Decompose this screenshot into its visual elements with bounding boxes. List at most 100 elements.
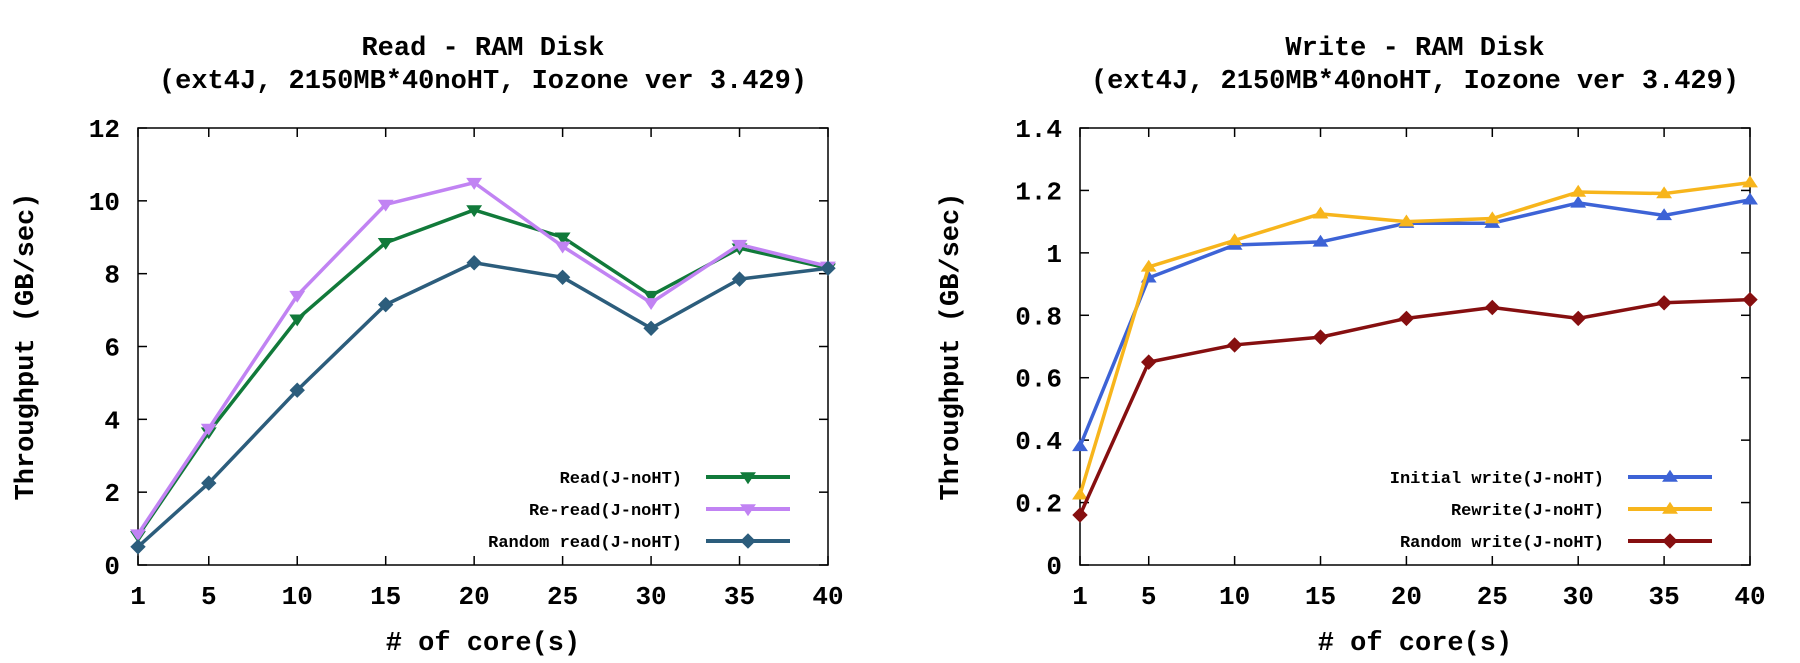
data-point xyxy=(466,177,483,190)
x-tick-label: 35 xyxy=(1648,582,1679,612)
y-tick-label: 0.8 xyxy=(1015,302,1062,332)
x-tick-label: 30 xyxy=(635,582,666,612)
data-point xyxy=(1141,354,1157,370)
data-point xyxy=(1570,310,1586,327)
data-point xyxy=(289,382,305,398)
series-1 xyxy=(130,205,836,544)
data-point xyxy=(1742,291,1758,308)
y-axis-label: Throughput (GB/sec) xyxy=(937,193,967,501)
legend-marker xyxy=(1662,469,1678,482)
data-point xyxy=(466,255,482,271)
y-tick-label: 0 xyxy=(104,552,120,582)
y-tick-label: 6 xyxy=(104,334,120,364)
legend-label: Initial write(J-noHT) xyxy=(1390,470,1604,489)
legend: Initial write(J-noHT) Rewrite(J-noHT) Rand… xyxy=(1390,469,1712,553)
plot-frame xyxy=(1079,127,1751,566)
data-point xyxy=(1072,487,1088,500)
y-tick-label: 0 xyxy=(1046,552,1062,582)
y-tick-label: 10 xyxy=(89,188,120,218)
y-tick-label: 0.4 xyxy=(1015,427,1062,457)
legend-label: Random write(J-noHT) xyxy=(1400,534,1604,553)
data-point xyxy=(643,290,660,303)
y-tick-label: 1 xyxy=(1046,240,1062,270)
x-tick-label: 1 xyxy=(130,582,146,612)
y-tick-label: 4 xyxy=(104,406,120,436)
y-axis-label: Throughput (GB/sec) xyxy=(12,193,42,501)
legend-label: Random read(J-noHT) xyxy=(488,534,682,553)
data-point xyxy=(377,296,394,313)
x-tick-label: 15 xyxy=(370,582,401,612)
data-point xyxy=(554,232,571,245)
data-point xyxy=(201,475,217,491)
data-point xyxy=(1484,211,1501,224)
x-tick-label: 20 xyxy=(459,582,490,612)
x-tick-label: 25 xyxy=(1477,582,1508,612)
chart-subtitle: (ext4J, 2150MB*40noHT, Iozone ver 3.429) xyxy=(1091,67,1739,97)
legend-marker xyxy=(1662,533,1678,549)
series-2 xyxy=(1072,175,1758,500)
data-point xyxy=(200,423,217,436)
series-line xyxy=(136,180,829,536)
legend-marker xyxy=(740,533,756,549)
y-tick-label: 2 xyxy=(104,479,120,509)
plot-frame xyxy=(137,127,829,566)
y-tick-label: 1.2 xyxy=(1015,177,1062,207)
x-tick-label: 35 xyxy=(724,582,755,612)
data-point xyxy=(643,298,660,311)
data-point xyxy=(1742,175,1758,188)
x-tick-label: 5 xyxy=(1141,582,1157,612)
chart-title: Read - RAM Disk xyxy=(361,34,604,64)
legend-marker xyxy=(740,504,756,517)
x-tick-label: 40 xyxy=(1734,582,1765,612)
data-point xyxy=(1312,234,1329,247)
x-tick-label: 10 xyxy=(282,582,313,612)
data-point xyxy=(554,241,571,254)
legend-marker xyxy=(740,472,756,485)
y-tick-label: 0.6 xyxy=(1015,365,1062,395)
series-line xyxy=(136,208,829,537)
data-point xyxy=(1656,208,1673,221)
x-tick-label: 1 xyxy=(1072,582,1088,612)
data-point xyxy=(1570,195,1587,208)
chart-subtitle: (ext4J, 2150MB*40noHT, Iozone ver 3.429) xyxy=(159,67,807,97)
data-point xyxy=(1226,233,1243,246)
series-2 xyxy=(130,177,836,542)
data-point xyxy=(1072,439,1088,452)
legend-label: Rewrite(J-noHT) xyxy=(1451,502,1604,521)
data-point xyxy=(1656,186,1673,199)
data-point xyxy=(731,271,748,287)
legend: Read(J-noHT) Re-read(J-noHT) Random read(J… xyxy=(488,470,790,553)
data-point xyxy=(130,539,146,555)
chart-1: Read - RAM Disk(ext4J, 2150MB*40noHT, Io… xyxy=(12,34,844,659)
data-point xyxy=(1484,299,1501,316)
y-tick-label: 1.4 xyxy=(1015,115,1062,145)
data-point xyxy=(1312,329,1329,345)
data-point xyxy=(1226,337,1243,353)
data-point xyxy=(130,529,146,542)
data-point xyxy=(731,239,748,252)
data-point xyxy=(1072,507,1088,523)
x-tick-label: 40 xyxy=(812,582,843,612)
x-axis-label: # of core(s) xyxy=(386,629,580,659)
data-point xyxy=(1570,184,1587,197)
legend-label: Read(J-noHT) xyxy=(560,470,682,489)
data-point xyxy=(1656,295,1672,311)
data-point xyxy=(1398,214,1415,227)
data-point xyxy=(554,269,571,286)
x-tick-label: 20 xyxy=(1391,582,1422,612)
legend-marker xyxy=(1662,501,1678,514)
y-tick-label: 12 xyxy=(89,115,120,145)
x-tick-label: 25 xyxy=(547,582,578,612)
data-point xyxy=(1140,259,1157,272)
series-1 xyxy=(1072,192,1758,452)
data-point xyxy=(643,320,659,336)
y-tick-label: 8 xyxy=(104,261,120,291)
x-tick-label: 30 xyxy=(1563,582,1594,612)
chart-2: Write - RAM Disk(ext4J, 2150MB*40noHT, I… xyxy=(937,34,1766,659)
x-axis-label: # of core(s) xyxy=(1318,629,1512,659)
series-3 xyxy=(130,255,836,555)
series-line xyxy=(136,260,829,549)
data-point xyxy=(289,290,306,303)
data-point xyxy=(377,238,394,250)
